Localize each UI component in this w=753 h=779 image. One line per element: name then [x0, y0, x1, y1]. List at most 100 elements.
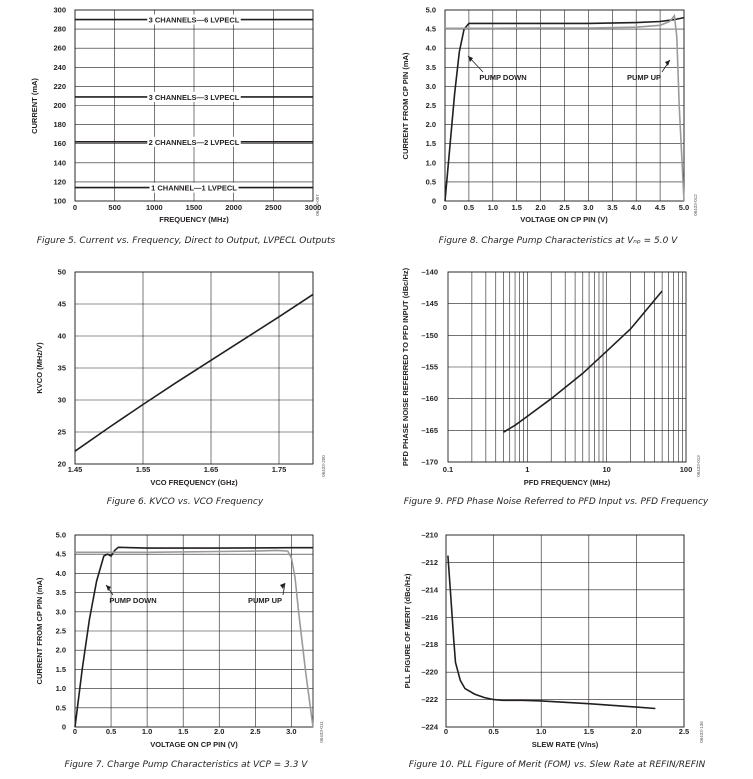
y-tick-label: 240: [53, 63, 66, 72]
x-tick-label: 0.5: [488, 727, 498, 736]
y-tick-label: 4.5: [56, 550, 66, 559]
y-tick-label: 0: [62, 723, 66, 732]
plot-frame: [74, 271, 314, 465]
series-line: [74, 293, 314, 452]
y-tick-label: –170: [421, 458, 438, 467]
y-tick-label: 1.5: [56, 665, 66, 674]
fig6-chart: 1.45 1.55 1.65 1.75 20 25 30 35 40 45 50 VCO FREQUE…: [35, 268, 326, 508]
x-tick-label: 1.5: [584, 727, 594, 736]
fig8-chart: 0 0.5 1.0 1.5 2.0 2.5 3.0 3.5 4.0 4.5 5.0 0 0.5 1.0 1.…: [401, 6, 698, 247]
y-tick-label: 3.0: [56, 607, 66, 616]
figure-code: 06433-007: [315, 194, 320, 216]
arrow-head: [468, 56, 473, 62]
x-tick-label: 0.5: [464, 203, 474, 212]
series-line: [444, 16, 685, 202]
y-tick-label: 0: [432, 197, 436, 206]
label-background: [147, 14, 241, 25]
y-tick-label: 200: [53, 101, 66, 110]
y-tick-label: 3.0: [426, 82, 436, 91]
series-line: [74, 546, 313, 728]
x-tick-label: 2000: [225, 203, 242, 212]
y-tick-label: 40: [58, 332, 66, 341]
y-tick-label: 3.5: [56, 588, 66, 597]
y-tick-label: 35: [58, 364, 66, 373]
y-axis-label: CURRENT FROM CP PIN (mA): [35, 577, 44, 684]
x-tick-label: 5.0: [679, 203, 689, 212]
fig5-chart: 0 500 1000 1500 2000 2500 3000 100 120 140 160 180 2…: [30, 6, 336, 247]
x-tick-label: 0: [73, 727, 77, 736]
y-tick-label: 220: [53, 82, 66, 91]
y-tick-label: 0.5: [56, 703, 66, 712]
figure-caption: Figure 9. PFD Phase Noise Referred to PF…: [404, 497, 709, 507]
y-tick-label: 4.0: [426, 44, 436, 53]
plot-frame: [74, 534, 314, 728]
series-line: [75, 549, 314, 728]
arrow-head: [280, 583, 285, 589]
y-axis-label: KVCO (MHz/V): [35, 342, 44, 394]
x-tick-label: 3.5: [607, 203, 617, 212]
figure-code: 06433-011: [319, 721, 324, 743]
figure-code: 06433-136: [699, 721, 704, 743]
plot-frame: [444, 9, 685, 202]
x-tick-label: 0.1: [443, 465, 453, 474]
x-tick-label: 2.0: [631, 727, 641, 736]
plot-frame: [445, 534, 685, 728]
y-tick-label: 5.0: [426, 6, 436, 15]
fig10-chart: 0 0.5 1.0 1.5 2.0 2.5 –210 –212 –214 –216 –218 –220…: [403, 531, 706, 771]
y-tick-label: 2.0: [56, 646, 66, 655]
y-tick-label: 1.0: [426, 158, 436, 167]
x-tick-label: 0: [443, 203, 447, 212]
x-tick-label: 3.0: [583, 203, 593, 212]
series-line: [447, 555, 656, 710]
y-tick-label: –216: [421, 613, 438, 622]
x-tick-label: 2.0: [214, 727, 224, 736]
figure-caption: Figure 7. Charge Pump Characteristics at…: [65, 760, 309, 770]
y-tick-label: 2.0: [426, 120, 436, 129]
x-tick-label: 1500: [186, 203, 203, 212]
y-tick-label: 45: [58, 300, 66, 309]
series-line: [445, 13, 685, 202]
gridlines: [74, 271, 314, 465]
y-tick-label: 2.5: [426, 101, 436, 110]
x-tick-label: 2.0: [535, 203, 545, 212]
y-tick-label: 20: [58, 460, 66, 469]
y-tick-label: 140: [53, 158, 66, 167]
y-tick-label: 100: [53, 197, 66, 206]
gridlines: [74, 9, 314, 202]
y-axis-label: CURRENT FROM CP PIN (mA): [401, 52, 410, 159]
x-tick-label: 1.0: [142, 727, 152, 736]
x-tick-label: 1.5: [178, 727, 188, 736]
x-tick-label: 4.0: [631, 203, 641, 212]
x-tick-label: 2.5: [559, 203, 569, 212]
y-tick-label: 25: [58, 428, 66, 437]
arrow-head: [665, 60, 670, 66]
y-tick-label: 160: [53, 139, 66, 148]
x-tick-label: 2500: [265, 203, 282, 212]
label-background: [147, 136, 241, 147]
y-tick-label: –218: [421, 640, 438, 649]
plot-frame: [74, 9, 314, 202]
figure-caption: Figure 10. PLL Figure of Merit (FOM) vs.…: [409, 760, 706, 770]
x-tick-label: 2.5: [250, 727, 260, 736]
y-tick-label: –214: [421, 585, 439, 594]
pump-up-label: PUMP UP: [248, 596, 282, 605]
y-tick-label: –140: [421, 268, 438, 277]
x-tick-label: 0.5: [106, 727, 116, 736]
x-axis-label: PFD FREQUENCY (MHz): [524, 478, 611, 487]
x-tick-label: 1.45: [68, 465, 83, 474]
x-tick-label: 1.0: [536, 727, 546, 736]
x-tick-label: 3.0: [286, 727, 296, 736]
x-axis-label: VOLTAGE ON CP PIN (V): [520, 215, 608, 224]
x-axis-label: VOLTAGE ON CP PIN (V): [150, 740, 238, 749]
y-tick-label: 120: [53, 177, 66, 186]
series-label: 1 CHANNEL—1 LVPECL: [151, 184, 237, 193]
x-tick-label: 1.55: [136, 465, 151, 474]
pump-up-label: PUMP UP: [627, 73, 661, 82]
figure-code: 06433-013: [696, 455, 701, 477]
y-tick-label: 4.5: [426, 25, 436, 34]
x-tick-label: 3000: [305, 203, 322, 212]
pump-down-label: PUMP DOWN: [479, 73, 526, 82]
y-axis-label: PFD PHASE NOISE REFERRED TO PFD INPUT (d…: [401, 267, 410, 466]
x-axis-label: VCO FREQUENCY (GHz): [150, 478, 238, 487]
